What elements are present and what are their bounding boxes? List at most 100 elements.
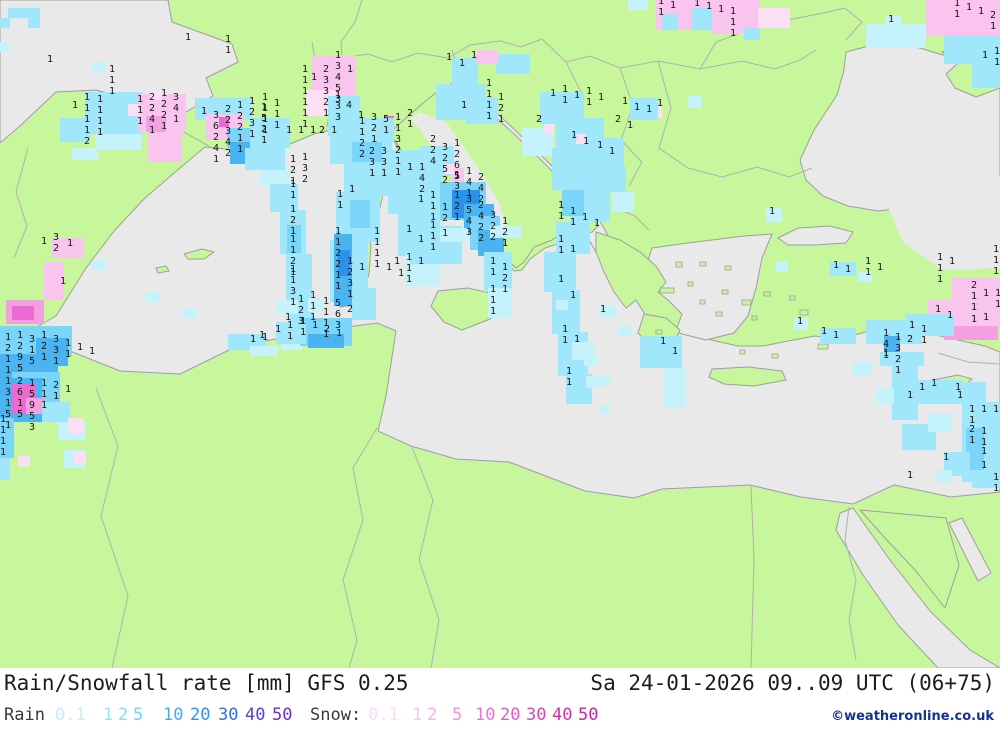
precip-value: 1 (395, 156, 401, 167)
precip-value: 1 (310, 125, 316, 136)
precip-value: 3 (249, 118, 255, 129)
precip-value: 1 (570, 217, 576, 228)
precip-value: 1 (359, 262, 365, 273)
precip-value: 4 (883, 339, 889, 350)
precip-value: 1 (323, 307, 329, 318)
precip-value: 2 (990, 10, 996, 21)
precip-value: 1 (347, 289, 353, 300)
rain-legend-value-20: 20 (190, 705, 211, 725)
land-sinai (859, 509, 960, 609)
precip-value: 1 (454, 138, 460, 149)
precip-value: 5 (29, 411, 35, 422)
precip-value: 1 (47, 54, 53, 65)
precip-value: 1 (290, 275, 296, 286)
border-balkan-north (541, 38, 817, 70)
precip-value: 2 (498, 103, 504, 114)
precip-cell (8, 8, 30, 18)
precip-value: 1 (84, 92, 90, 103)
precip-value: 1 (937, 274, 943, 285)
precip-value: 2 (615, 114, 621, 125)
border-algeria-tunisia (342, 427, 378, 668)
precip-cell (584, 356, 598, 366)
precip-cell (758, 8, 790, 28)
precip-value: 1 (337, 200, 343, 211)
precip-value: 1 (660, 336, 666, 347)
islet (771, 353, 779, 359)
precip-value: 3 (895, 343, 901, 354)
precip-value: 3 (225, 126, 231, 137)
precip-value: 1 (971, 291, 977, 302)
precip-value: 1 (993, 404, 999, 415)
precip-value: 2 (490, 232, 496, 243)
precip-value: 1 (261, 102, 267, 113)
precip-value: 1 (225, 34, 231, 45)
precip-value: 2 (478, 194, 484, 205)
precip-value: 1 (395, 123, 401, 134)
precip-value: 1 (562, 324, 568, 335)
precip-value: 1 (374, 226, 380, 237)
precip-value: 3 (53, 232, 59, 243)
precip-value: 1 (0, 425, 6, 436)
precip-value: 1 (274, 120, 280, 131)
precip-value: 1 (571, 130, 577, 141)
precip-value: 1 (406, 252, 412, 263)
precip-cell (476, 50, 498, 64)
precip-value: 2 (478, 200, 484, 211)
precip-value: 1 (286, 125, 292, 136)
precip-value: 1 (323, 318, 329, 329)
precip-cell (926, 0, 1000, 36)
islet (751, 315, 758, 321)
precip-value: 2 (442, 213, 448, 224)
precip-value: 1 (454, 190, 460, 201)
islet (799, 309, 809, 316)
precip-value: 1 (41, 352, 47, 363)
precip-value: 1 (335, 281, 341, 292)
islet (699, 261, 707, 267)
precip-value: 1 (574, 334, 580, 345)
precip-cell (572, 342, 594, 360)
land-crete (708, 366, 787, 387)
precip-value: 1 (594, 218, 600, 229)
islet (721, 289, 729, 295)
precip-value: 1 (947, 310, 953, 321)
precip-value: 1 (349, 184, 355, 195)
precip-value: 1 (97, 116, 103, 127)
precip-value: 1 (937, 263, 943, 274)
border-nile (844, 506, 857, 661)
precip-value: 1 (109, 64, 115, 75)
precip-cell (444, 164, 454, 174)
precip-cell (630, 98, 658, 120)
precip-value: 4 (149, 114, 155, 125)
copyright-link[interactable]: ©weatheronline.co.uk (831, 709, 994, 724)
precip-cell (830, 262, 856, 276)
precip-value: 1 (993, 483, 999, 494)
precip-value: 3 (371, 112, 377, 123)
precip-value: 1 (290, 154, 296, 165)
precip-value: 1 (957, 390, 963, 401)
precip-value: 1 (109, 75, 115, 86)
precip-value: 1 (300, 316, 306, 327)
precip-value: 1 (374, 237, 380, 248)
precip-value: 1 (347, 256, 353, 267)
precip-value: 1 (109, 86, 115, 97)
precip-value: 1 (97, 94, 103, 105)
precip-value: 2 (319, 125, 325, 136)
precip-value: 3 (323, 75, 329, 86)
precip-value: 1 (249, 129, 255, 140)
precip-value: 1 (600, 304, 606, 315)
precip-value: 1 (609, 146, 615, 157)
precip-value: 2 (323, 97, 329, 108)
precip-value: 1 (97, 127, 103, 138)
precip-cell (260, 170, 290, 186)
precip-value: 1 (582, 212, 588, 223)
precip-cell (972, 478, 1000, 488)
precip-value: 3 (369, 157, 375, 168)
precip-value: 1 (627, 120, 633, 131)
precip-cell (576, 134, 586, 144)
precip-cell (12, 306, 34, 320)
precip-cell (128, 104, 140, 116)
precip-value: 1 (67, 238, 73, 249)
precip-value: 1 (558, 234, 564, 245)
precip-value: 1 (993, 266, 999, 277)
precip-value: 1 (921, 335, 927, 346)
